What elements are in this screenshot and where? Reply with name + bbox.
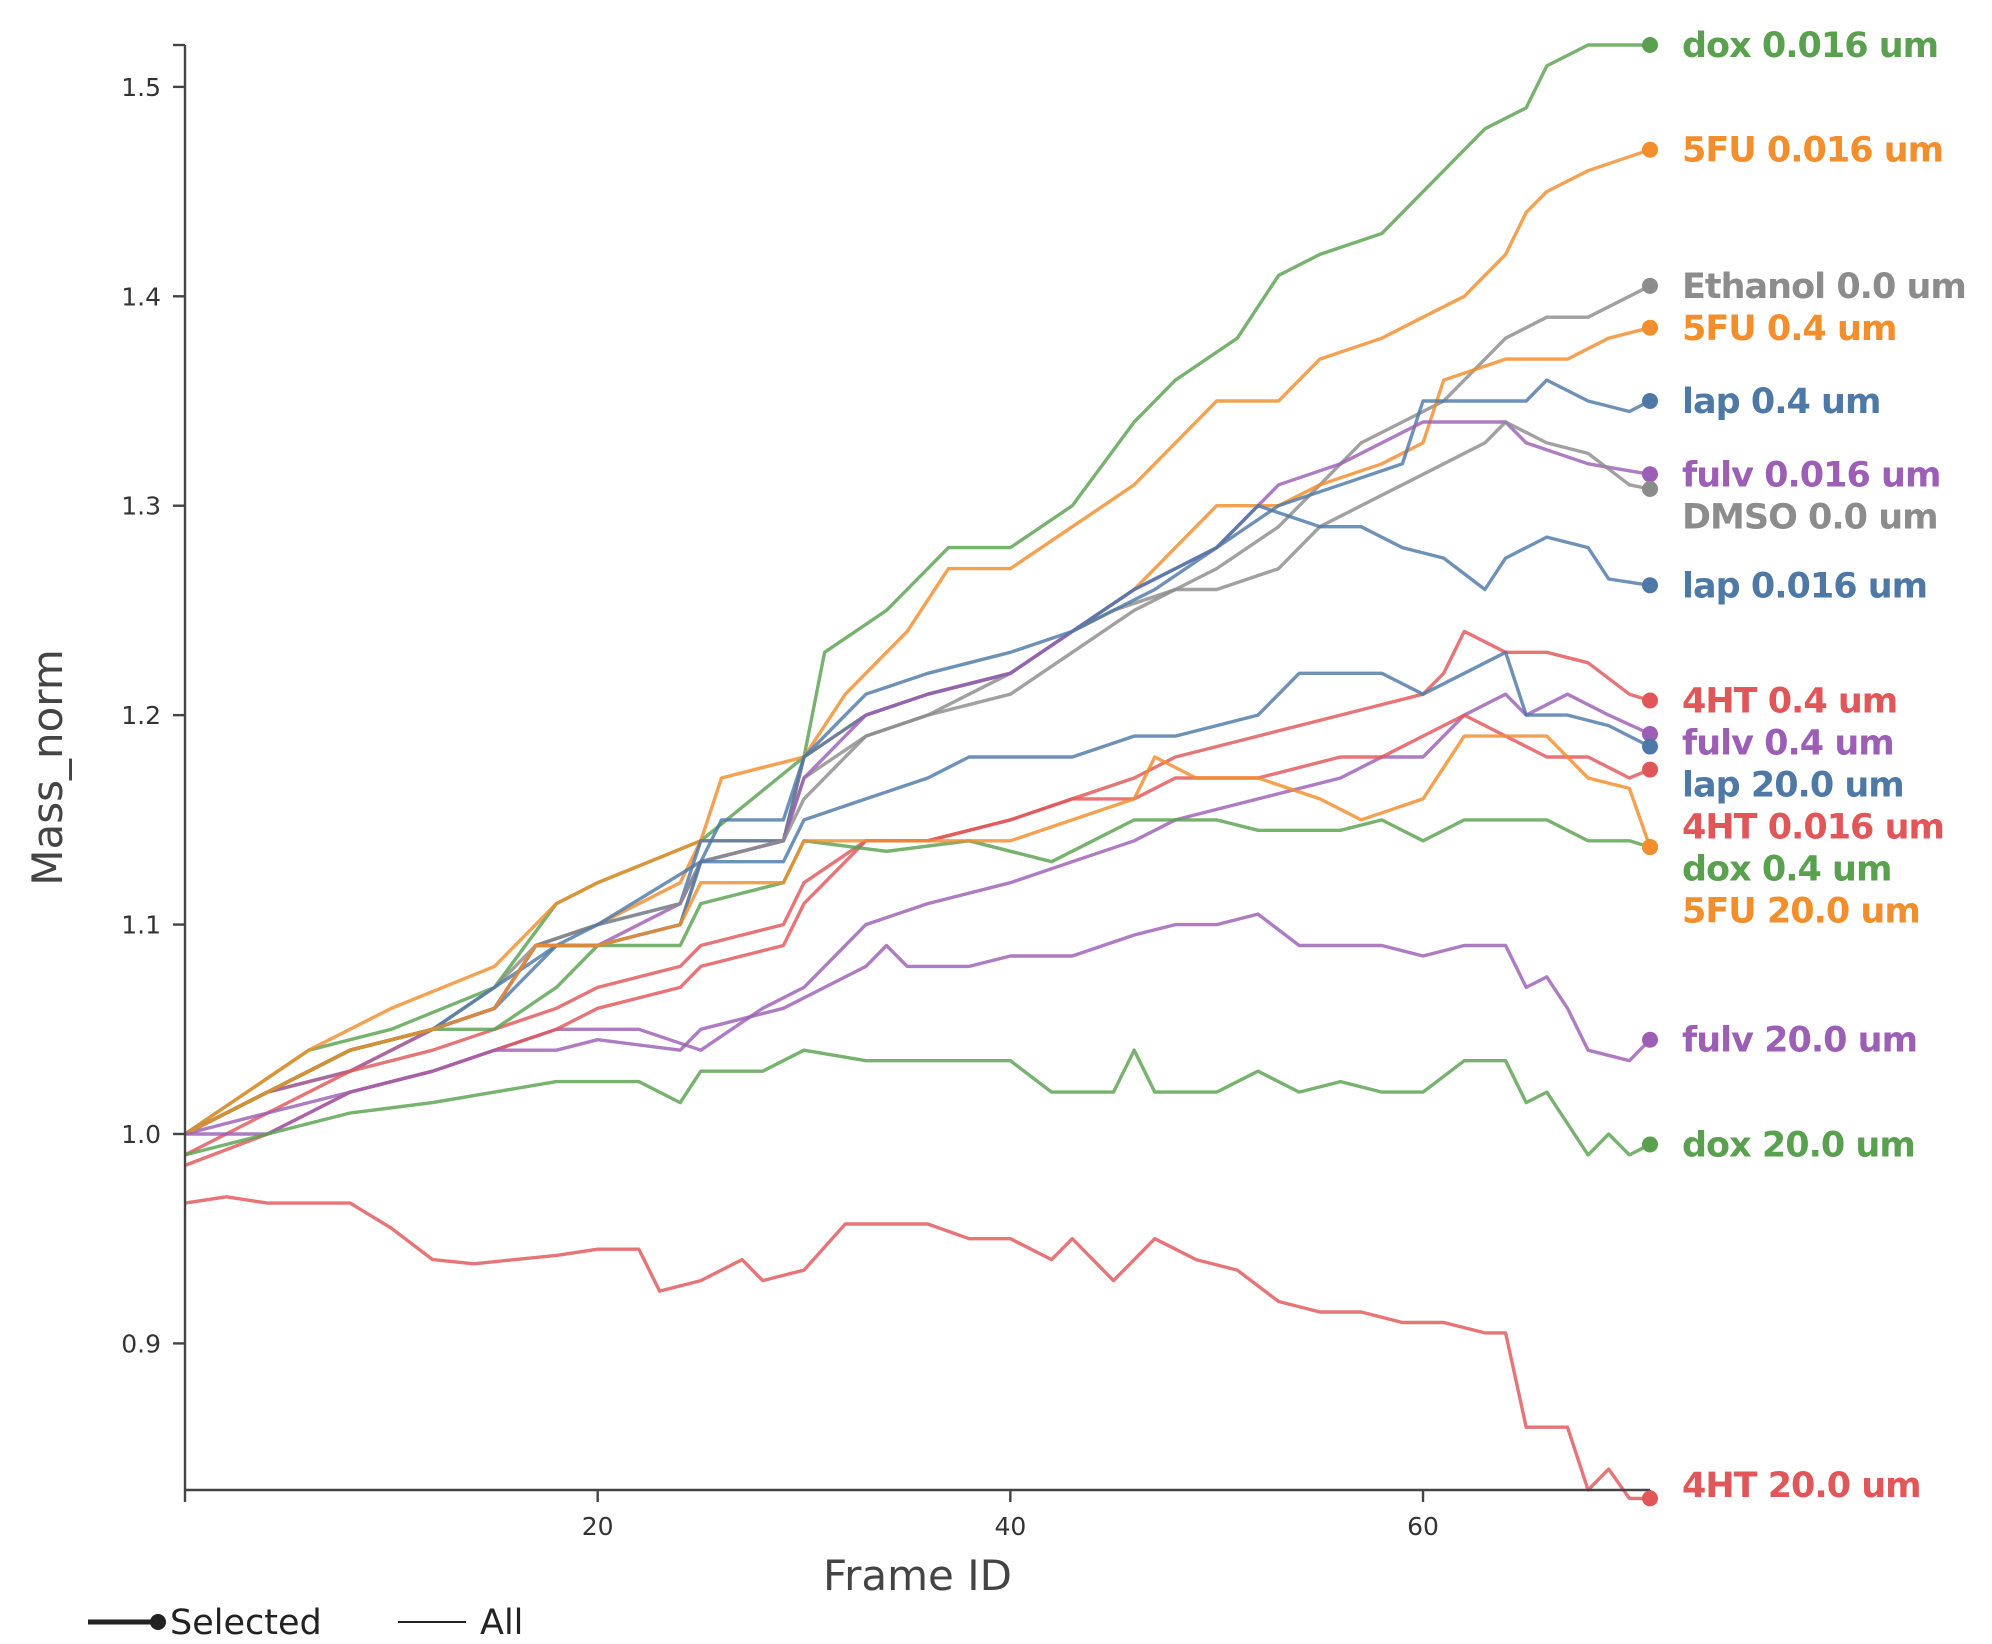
series-end-label: lap 20.0 um [1682,765,1904,805]
series-end-label: 5FU 0.4 um [1682,309,1896,349]
series-end-label: 4HT 0.016 um [1682,807,1944,847]
series-line [184,692,1651,1136]
series-end-point [1642,738,1658,755]
series-lines [184,43,1652,1501]
y-axis-title: Mass_norm [23,649,72,886]
y-tick-label: 1.4 [121,282,161,311]
series-end-point [1642,692,1658,709]
series-line [184,650,1651,1136]
series-end-point [1642,480,1658,497]
series-end-label: 5FU 20.0 um [1682,891,1920,931]
series-end-label: Ethanol 0.0 um [1682,267,1966,307]
series-end-point [1642,141,1658,158]
y-tick-label: 1.5 [121,73,161,102]
series-line [185,912,1652,1136]
series-end-label: DMSO 0.0 um [1682,497,1938,537]
series-end-point [1642,1490,1658,1507]
series-end-point [1642,277,1658,294]
series-line [184,1195,1650,1501]
series-line [184,504,1651,1136]
series-line [184,284,1651,1136]
series-end-label: lap 0.016 um [1682,566,1927,606]
series-line [184,713,1651,1167]
series-end-point [1642,839,1658,856]
legend-all-label: All [480,1603,523,1643]
series-end-label: fulv 20.0 um [1682,1021,1917,1061]
series-end-point [1642,319,1658,336]
series-line [184,148,1651,1136]
y-tick-label: 1.0 [121,1120,161,1149]
y-tick-label: 1.3 [121,492,161,521]
y-tick-label: 1.1 [121,911,161,940]
x-tick-label: 60 [1407,1512,1439,1541]
series-line [184,43,1650,1136]
series-end-point [1642,761,1658,778]
series-end-label: dox 20.0 um [1682,1125,1915,1165]
series-end-point [1642,1031,1658,1048]
series-end-label: fulv 0.4 um [1682,723,1894,763]
series-line [184,420,1651,1136]
series-end-point [1642,725,1658,742]
series-line [184,734,1652,1136]
series-end-point [1642,466,1658,483]
x-tick-label: 40 [994,1512,1026,1541]
series-end-point [1642,577,1658,594]
series-end-point [1642,393,1658,410]
legend-selected-dot [150,1614,166,1630]
series-line [184,378,1651,1136]
axes: 0.9 1.0 1.1 1.2 1.3 1.4 1.5 20 40 60 [121,43,1652,1541]
series-end-label: dox 0.4 um [1682,849,1891,889]
x-tick-label: 20 [582,1512,614,1541]
series-end-point [1642,1136,1658,1153]
series-end-label: dox 0.016 um [1682,26,1938,66]
legend-selected-label: Selected [170,1603,322,1643]
series-end-label: 4HT 20.0 um [1682,1466,1921,1506]
series-line [184,629,1651,1157]
series-line [184,420,1651,1136]
y-tick-label: 1.2 [121,701,161,730]
x-axis-title: Frame ID [823,1551,1012,1600]
y-tick-label: 0.9 [121,1329,161,1358]
series-end-point [1642,37,1658,53]
series-end-label: 4HT 0.4 um [1682,681,1897,721]
series-end-label: 5FU 0.016 um [1682,131,1943,171]
legend: Selected All [88,1603,523,1643]
series-end-label: lap 0.4 um [1682,382,1880,422]
series-end-label: fulv 0.016 um [1682,455,1940,495]
series-line [184,1048,1651,1157]
